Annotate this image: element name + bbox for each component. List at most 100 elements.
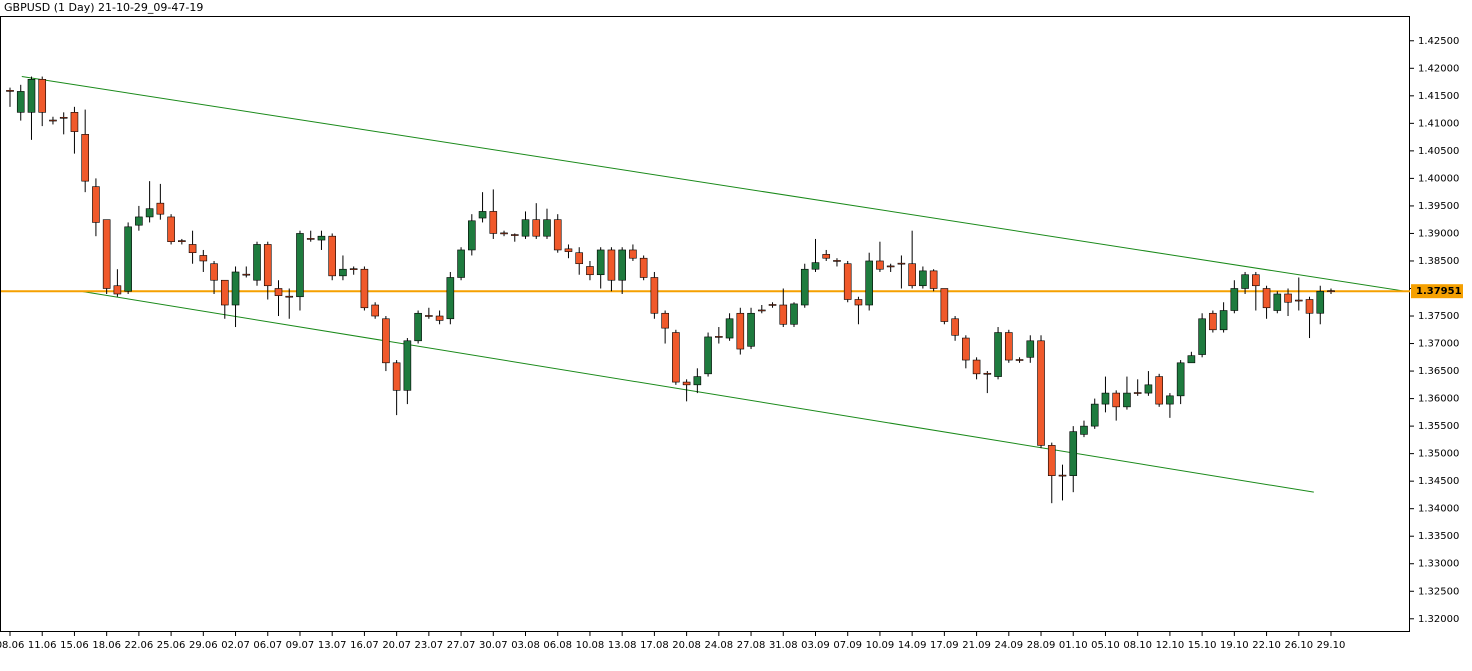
candle-body xyxy=(435,315,444,321)
x-tick-label: 15.06 xyxy=(60,640,89,651)
candle-body xyxy=(339,268,347,277)
candle-body xyxy=(940,288,949,322)
candle-body xyxy=(92,186,100,223)
candle-body xyxy=(414,312,422,342)
y-tick-label: 1.34500 xyxy=(1418,476,1459,487)
candle-body xyxy=(392,362,401,391)
candle-body xyxy=(231,271,240,306)
x-tick-label: 23.07 xyxy=(415,640,444,651)
x-tick-label: 24.08 xyxy=(705,640,734,651)
x-tick-label: 13.08 xyxy=(608,640,637,651)
x-tick-label: 16.07 xyxy=(350,640,379,651)
x-tick-label: 08.06 xyxy=(0,640,24,651)
y-tick-label: 1.41000 xyxy=(1418,118,1459,129)
x-tick-label: 13.07 xyxy=(318,640,347,651)
y-tick-label: 1.39000 xyxy=(1418,228,1459,239)
x-tick-label: 22.06 xyxy=(125,640,154,651)
candle-body xyxy=(199,255,208,262)
candle-body xyxy=(1316,290,1325,314)
candle-body xyxy=(1133,392,1142,394)
candle-body xyxy=(306,238,315,240)
candle-body xyxy=(897,262,906,265)
y-tick-label: 1.34000 xyxy=(1418,504,1459,515)
candle-body xyxy=(156,202,165,215)
candle-body xyxy=(704,336,712,375)
y-tick-label: 1.37500 xyxy=(1418,311,1459,322)
x-tick-label: 07.09 xyxy=(833,640,862,651)
y-tick-label: 1.35000 xyxy=(1418,449,1459,460)
candle-body xyxy=(220,279,229,306)
candle-body xyxy=(865,260,873,306)
candle-body xyxy=(274,288,283,296)
x-tick-label: 31.08 xyxy=(769,640,798,651)
y-tick-label: 1.40500 xyxy=(1418,146,1459,157)
y-tick-label: 1.40000 xyxy=(1418,173,1459,184)
candle-body xyxy=(843,263,852,300)
x-tick-label: 09.07 xyxy=(286,640,315,651)
candle-body xyxy=(135,216,143,226)
x-tick-label: 29.10 xyxy=(1317,640,1346,651)
y-tick-label: 1.37000 xyxy=(1418,339,1459,350)
candle-body xyxy=(951,318,959,336)
candle-body xyxy=(6,90,14,92)
price-label-box xyxy=(1411,284,1463,299)
candle-body xyxy=(38,79,47,113)
candle-body xyxy=(521,219,530,237)
candle-body xyxy=(178,240,186,243)
y-tick-label: 1.42500 xyxy=(1418,36,1459,47)
x-tick-label: 03.08 xyxy=(511,640,540,651)
candle-body xyxy=(672,332,680,383)
y-tick-label: 1.32500 xyxy=(1418,586,1459,597)
candle-body xyxy=(994,332,1002,377)
candle-body xyxy=(564,248,573,252)
candle-body xyxy=(1305,299,1314,314)
chart-title: GBPUSD (1 Day) 21-10-29_09-47-19 xyxy=(4,1,203,14)
candle-body xyxy=(285,295,294,298)
candle-body xyxy=(478,211,487,219)
candle-body xyxy=(1166,395,1174,405)
candle-body xyxy=(500,232,508,235)
candle-body xyxy=(253,244,261,281)
candle-body xyxy=(124,226,132,292)
candle-body xyxy=(1284,293,1292,303)
candle-body xyxy=(1026,340,1035,358)
candle-body xyxy=(962,337,970,361)
x-tick-label: 03.09 xyxy=(801,640,830,651)
candle-body xyxy=(715,336,723,338)
x-tick-label: 14.09 xyxy=(898,640,927,651)
candle-body xyxy=(510,234,519,236)
candle-body xyxy=(532,219,541,237)
candle-body xyxy=(1219,310,1228,331)
candle-body xyxy=(328,235,336,277)
y-tick-label: 1.41500 xyxy=(1418,91,1459,102)
candle-body xyxy=(747,312,755,347)
candle-body xyxy=(1327,290,1335,292)
candle-body xyxy=(618,249,626,281)
price-label: 1.37951 xyxy=(1416,286,1462,297)
candle-body xyxy=(908,263,916,287)
candle-body xyxy=(1241,274,1249,289)
candle-body xyxy=(16,91,25,113)
candle-body xyxy=(983,372,992,375)
candle-body xyxy=(886,265,895,268)
x-tick-label: 17.09 xyxy=(930,640,959,651)
candle-body xyxy=(575,252,584,265)
y-tick-label: 1.36500 xyxy=(1418,366,1459,377)
y-tick-label: 1.32000 xyxy=(1418,614,1459,625)
candle-body xyxy=(1090,403,1099,427)
candle-body xyxy=(446,277,455,320)
trendline xyxy=(21,76,1406,292)
x-tick-label: 15.10 xyxy=(1188,640,1217,651)
candle-body xyxy=(811,262,820,270)
candle-body xyxy=(1155,376,1163,405)
candle-body xyxy=(929,270,938,289)
y-tick-label: 1.39500 xyxy=(1418,201,1459,212)
candle-body xyxy=(113,285,122,295)
candle-body xyxy=(833,260,841,262)
x-tick-label: 18.06 xyxy=(92,640,121,651)
candle-body xyxy=(1058,474,1067,477)
candle-body xyxy=(403,340,412,391)
candle-body xyxy=(1187,355,1196,364)
candle-body xyxy=(919,270,927,287)
candle-body xyxy=(349,268,358,270)
